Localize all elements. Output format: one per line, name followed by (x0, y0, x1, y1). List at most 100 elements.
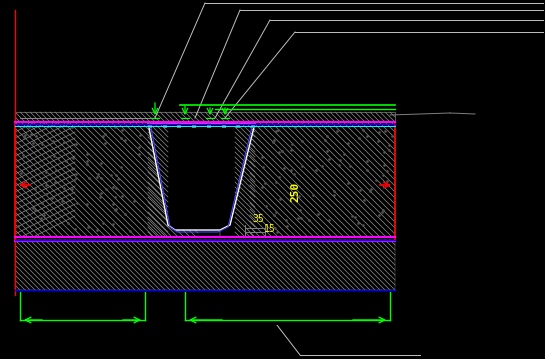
Point (29, 140, 38, 145)
Point (116, 164, 125, 169)
Point (313, 211, 322, 217)
Point (282, 218, 290, 223)
Point (37, 200, 46, 206)
Bar (207, 123, 211, 128)
Point (288, 141, 296, 147)
Point (380, 128, 389, 134)
Point (27, 131, 36, 137)
Point (366, 188, 375, 194)
Point (311, 168, 320, 173)
Point (68, 125, 76, 130)
Point (374, 138, 383, 144)
Point (273, 127, 282, 133)
Point (374, 129, 383, 135)
Point (68, 167, 77, 172)
Point (96, 194, 105, 200)
Point (275, 149, 283, 155)
Point (37, 215, 45, 221)
Point (290, 125, 299, 130)
Point (72, 141, 81, 147)
Point (120, 137, 129, 143)
Point (125, 228, 134, 233)
Point (354, 220, 362, 226)
Point (52, 167, 60, 173)
Point (372, 177, 380, 183)
Point (261, 180, 269, 186)
Point (136, 132, 144, 138)
Bar (163, 123, 167, 128)
Point (272, 179, 281, 185)
Point (18, 152, 27, 158)
Point (84, 224, 93, 230)
Point (99, 220, 107, 226)
Point (54, 155, 63, 161)
Point (40, 212, 49, 218)
Point (340, 151, 349, 157)
Point (118, 193, 126, 199)
Point (114, 176, 123, 182)
Polygon shape (15, 122, 175, 237)
Point (294, 193, 303, 199)
Point (335, 157, 344, 163)
Point (16, 170, 25, 176)
Point (64, 220, 73, 225)
Point (29, 205, 38, 210)
Text: 250: 250 (290, 182, 300, 202)
Point (318, 163, 326, 169)
Point (50, 153, 58, 159)
Point (59, 139, 68, 144)
Point (83, 158, 92, 164)
Point (346, 163, 354, 169)
Point (270, 225, 279, 231)
Point (270, 213, 278, 218)
Point (358, 223, 367, 228)
Point (329, 188, 338, 194)
Polygon shape (148, 122, 255, 230)
Point (96, 160, 105, 166)
Point (72, 176, 81, 181)
Bar (178, 123, 181, 128)
Point (387, 134, 396, 139)
Point (325, 156, 334, 162)
Point (21, 132, 29, 137)
Point (108, 201, 117, 207)
Point (101, 131, 110, 137)
Point (344, 140, 353, 146)
Point (305, 153, 314, 159)
Point (108, 221, 117, 227)
Point (51, 179, 59, 185)
Point (31, 186, 39, 192)
Point (262, 204, 270, 209)
Point (308, 192, 317, 198)
Point (274, 174, 283, 180)
Point (69, 155, 77, 161)
Point (282, 223, 291, 229)
Point (41, 169, 50, 175)
Point (363, 167, 372, 173)
Point (82, 162, 91, 167)
Point (48, 195, 57, 201)
Point (257, 185, 266, 190)
Point (68, 186, 76, 192)
Bar (222, 123, 226, 128)
Point (99, 134, 107, 139)
Point (324, 217, 333, 223)
Point (110, 195, 119, 200)
Point (121, 211, 130, 216)
Point (83, 201, 92, 207)
Point (383, 178, 391, 184)
Point (129, 198, 138, 204)
Point (272, 128, 281, 134)
Point (38, 141, 46, 146)
Point (135, 151, 144, 157)
Point (273, 229, 282, 235)
Point (112, 186, 120, 191)
Point (70, 227, 79, 232)
Point (93, 174, 101, 180)
Point (270, 137, 278, 143)
Point (276, 196, 284, 202)
Point (362, 158, 371, 164)
Point (362, 133, 371, 139)
Point (100, 140, 109, 146)
Point (258, 154, 267, 160)
